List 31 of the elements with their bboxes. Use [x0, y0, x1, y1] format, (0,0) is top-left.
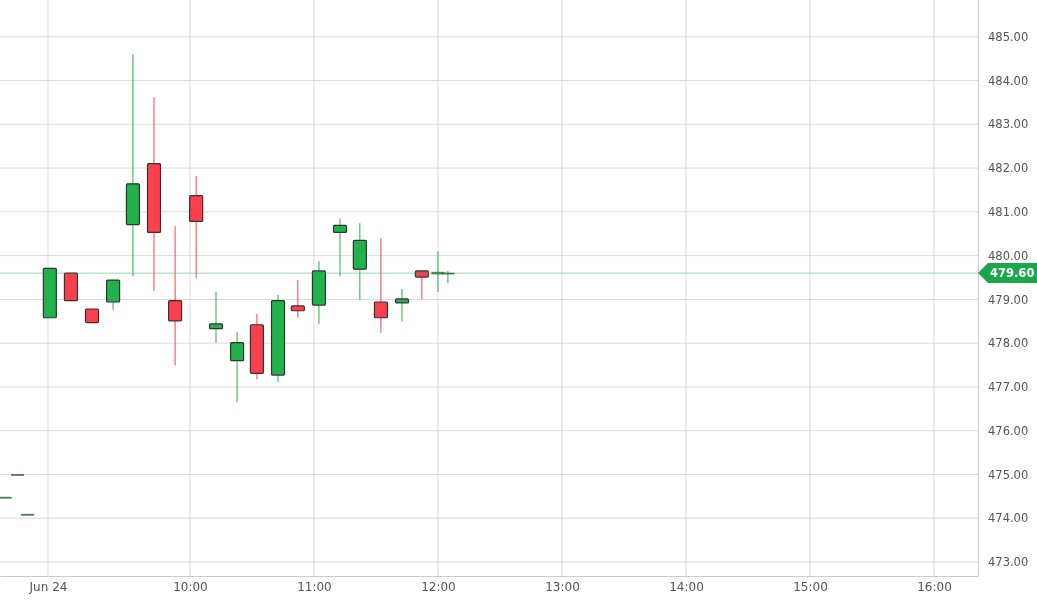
y-tick-label: 481.00: [988, 205, 1029, 220]
y-tick-label: 484.00: [988, 73, 1029, 88]
y-tick-label: 482.00: [988, 161, 1029, 176]
candlestick: [167, 225, 183, 366]
y-tick-label: 473.00: [988, 555, 1029, 570]
candlestick: [290, 279, 305, 319]
x-tick-label: 11:00: [297, 579, 332, 594]
y-tick-label: 478.00: [988, 336, 1029, 351]
y-tick-label: 474.00: [988, 511, 1029, 526]
x-tick-label: 13:00: [545, 579, 580, 594]
x-tick-label: 10:00: [173, 579, 208, 594]
y-tick-label: 483.00: [988, 117, 1029, 132]
y-tick-label: 475.00: [988, 467, 1029, 482]
y-tick-label: 480.00: [988, 248, 1029, 263]
candlestick: [394, 288, 410, 323]
x-tick-label: 15:00: [793, 579, 828, 594]
candlestick: [414, 270, 429, 300]
candlestick: [373, 237, 389, 334]
x-tick-label: Jun 24: [28, 579, 68, 594]
candlestick: [332, 217, 348, 277]
candlestick: [229, 331, 245, 403]
candlestick: [208, 291, 224, 344]
x-tick-label: 12:00: [421, 579, 456, 594]
y-tick-label: 476.00: [988, 423, 1029, 438]
candlestick: [105, 279, 121, 311]
ref-line-label: 479.60: [990, 266, 1035, 281]
y-tick-label: 477.00: [988, 380, 1029, 395]
x-tick-label: 14:00: [669, 579, 704, 594]
y-tick-label: 485.00: [988, 29, 1029, 44]
y-tick-label: 479.00: [988, 292, 1029, 307]
x-tick-label: 16:00: [917, 579, 952, 594]
